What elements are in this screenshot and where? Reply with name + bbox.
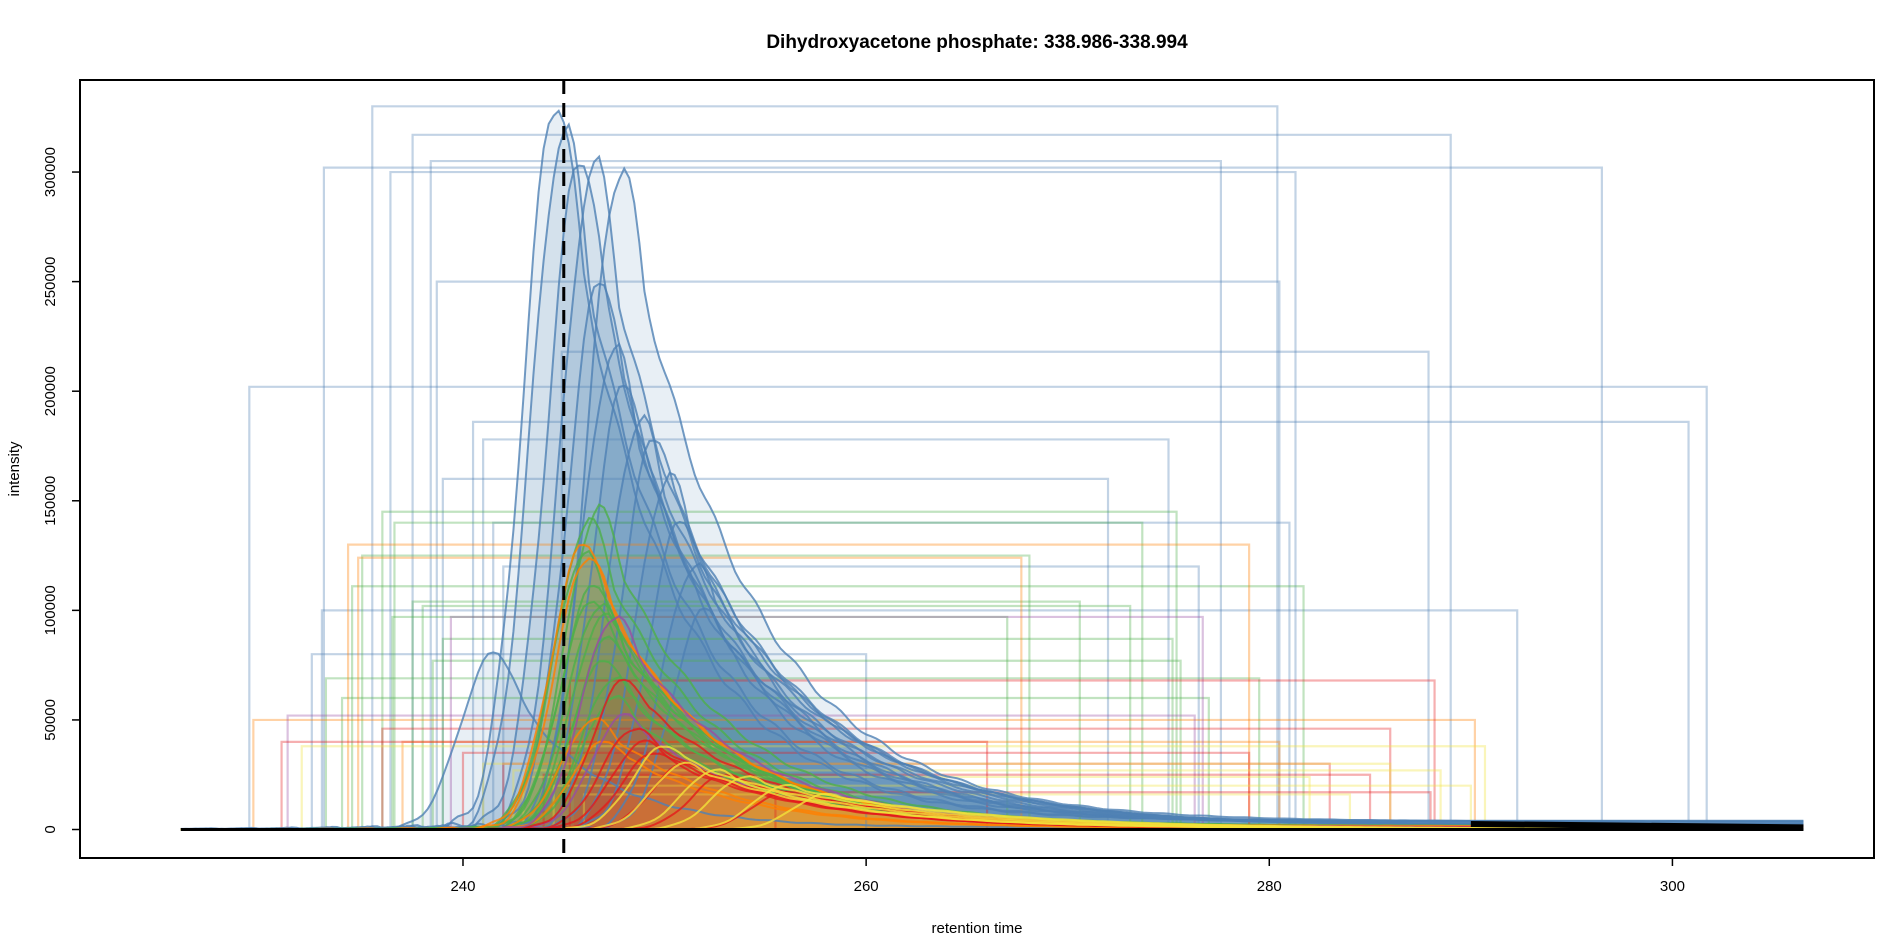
integration-box	[431, 659, 1182, 830]
integration-box	[471, 420, 1690, 830]
integration-box	[411, 133, 1452, 830]
x-tick-label: 280	[1257, 878, 1282, 895]
y-axis-label: intensity	[6, 441, 23, 497]
integration-box	[441, 477, 1110, 830]
integration-box	[320, 609, 1519, 830]
peak-fill	[463, 753, 1250, 830]
integration-box	[322, 166, 1603, 830]
chart-title: Dihydroxyacetone phosphate: 338.986-338.…	[766, 32, 1188, 53]
y-tick-label: 150000	[42, 476, 59, 526]
integration-box	[300, 745, 1487, 830]
peak-fill	[452, 616, 1199, 830]
peaks-layer	[180, 105, 1804, 831]
integration-box	[482, 438, 1170, 830]
peak-fill	[311, 652, 867, 830]
integration-box	[492, 521, 1291, 830]
y-tick-label: 0	[42, 825, 59, 833]
integration-box	[435, 280, 1281, 830]
integration-box	[449, 615, 1204, 830]
y-tick-label: 200000	[42, 366, 59, 416]
integration-box	[351, 585, 1305, 830]
integration-box	[371, 105, 1279, 830]
x-axis-label: retention time	[932, 920, 1023, 937]
integration-box	[429, 159, 1222, 830]
peak-fill	[291, 713, 1194, 830]
integration-box	[560, 350, 1430, 830]
peak-fill	[493, 521, 1290, 830]
peak-fill	[563, 344, 1426, 830]
peak-fill	[372, 110, 1275, 830]
x-tick-label: 240	[450, 878, 475, 895]
baseline-layer	[180, 821, 1804, 832]
integration-box	[542, 773, 1372, 830]
integration-box	[346, 543, 1251, 830]
integration-box	[357, 556, 1023, 830]
peak-fill	[342, 695, 1209, 830]
integration-box	[774, 791, 1432, 830]
peak-fill	[382, 728, 1391, 830]
peak-fill	[256, 718, 1471, 830]
integration-box	[280, 740, 989, 830]
y-tick-label: 250000	[42, 257, 59, 307]
peak-fill	[251, 385, 1703, 830]
x-tick-label: 300	[1660, 878, 1685, 895]
integration-box	[381, 727, 1392, 830]
integration-box	[381, 510, 1178, 830]
integration-box	[441, 637, 1174, 830]
peak-fill	[442, 472, 1108, 830]
integration-box	[411, 600, 1081, 830]
integration-box	[512, 769, 1442, 830]
baseline-tail	[1470, 821, 1804, 831]
integration-box	[391, 615, 1009, 830]
peak-fill	[412, 124, 1451, 830]
peak-fill	[352, 585, 1300, 830]
integration-box	[252, 718, 1476, 830]
integration-boxes	[248, 105, 1708, 830]
x-tick-label: 260	[854, 878, 879, 895]
y-axis: 0 50000 100000 150000 200000 250000 300000	[42, 147, 81, 834]
y-tick-label: 300000	[42, 147, 59, 197]
peak-fill	[483, 440, 1169, 830]
y-tick-label: 100000	[42, 585, 59, 635]
integration-box	[248, 385, 1708, 830]
integration-box	[389, 170, 1297, 830]
x-axis: 240 260 280 300	[450, 857, 1685, 895]
integration-box	[310, 653, 868, 830]
integration-box	[324, 677, 1261, 830]
y-tick-label: 50000	[42, 699, 59, 741]
integration-box	[421, 604, 1132, 830]
integration-box	[286, 714, 1196, 830]
peak-fill	[382, 504, 1174, 830]
peak-fill	[362, 558, 1018, 830]
integration-box	[502, 565, 1200, 830]
integration-box	[393, 521, 1144, 830]
